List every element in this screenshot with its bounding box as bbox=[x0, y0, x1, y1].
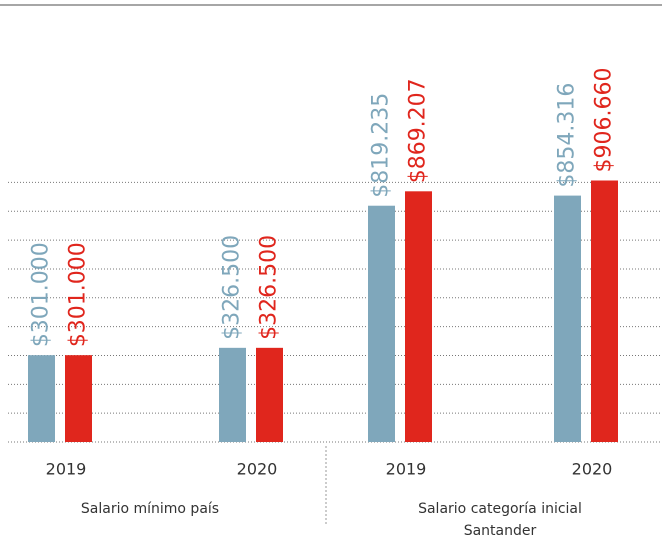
x-tick-label: 2019 bbox=[386, 460, 427, 479]
value-label: $906.660 bbox=[592, 68, 617, 173]
x-tick-label: 2019 bbox=[46, 460, 87, 479]
bar bbox=[554, 195, 581, 442]
x-tick-label: 2020 bbox=[237, 460, 278, 479]
value-label: $301.000 bbox=[66, 242, 91, 347]
bar bbox=[28, 355, 55, 442]
group-label: Salario mínimo país bbox=[80, 501, 220, 517]
bar bbox=[368, 205, 395, 442]
bar bbox=[256, 347, 283, 442]
value-label: $819.235 bbox=[369, 93, 394, 198]
bar bbox=[65, 355, 92, 442]
value-label: $869.207 bbox=[406, 78, 431, 183]
value-label: $326.500 bbox=[257, 235, 282, 340]
bar bbox=[219, 347, 246, 442]
value-label: $854.316 bbox=[555, 83, 580, 188]
x-tick-label: 2020 bbox=[572, 460, 613, 479]
group-label: Salario categoría inicial Santander bbox=[418, 501, 582, 539]
bar bbox=[591, 180, 618, 442]
value-label: $301.000 bbox=[29, 242, 54, 347]
bar bbox=[405, 191, 432, 442]
value-label: $326.500 bbox=[220, 235, 245, 340]
